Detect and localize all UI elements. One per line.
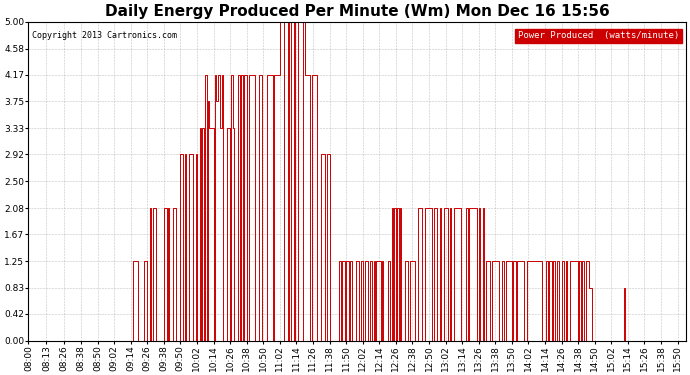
Title: Daily Energy Produced Per Minute (Wm) Mon Dec 16 15:56: Daily Energy Produced Per Minute (Wm) Mo… [105, 4, 609, 19]
Text: Copyright 2013 Cartronics.com: Copyright 2013 Cartronics.com [32, 31, 177, 40]
Text: Power Produced  (watts/minute): Power Produced (watts/minute) [518, 31, 679, 40]
